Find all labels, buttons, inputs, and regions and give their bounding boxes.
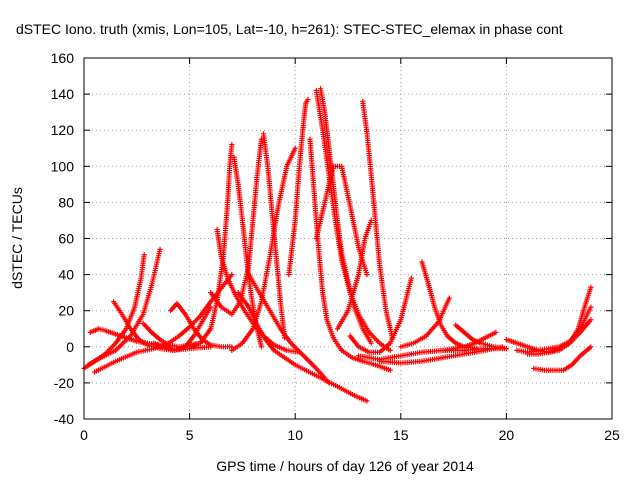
data-point [408,275,414,281]
y-tick-label: 120 [51,122,75,138]
series-8 [187,142,235,350]
y-axis-label: dSTEC / TECUs [9,187,25,289]
series-7 [151,304,214,354]
series-33 [377,344,505,366]
series-29 [503,284,594,355]
data-point [368,340,374,346]
series-15 [246,272,332,386]
y-tick-label: 60 [58,231,74,247]
chart-title: dSTEC Iono. truth (xmis, Lon=105, Lat=-1… [16,21,563,37]
data-point [387,367,393,373]
data-point [305,96,311,103]
series-12 [260,131,288,341]
data-point [229,272,235,278]
series-31 [524,317,594,357]
y-tick-label: -40 [54,411,74,427]
data-point [368,217,374,224]
series-25 [398,295,452,350]
series-14 [235,290,370,404]
grid-lines [84,58,612,419]
series-11 [208,136,265,317]
data-point [258,136,265,142]
y-tick-label: 100 [51,158,75,174]
data-point [588,317,594,323]
data-point [292,145,298,151]
data-point [364,398,370,404]
data-point [446,295,452,301]
y-tick-label: 20 [58,303,74,319]
data-point [503,346,509,352]
tick-labels: 0 5 10 15 20 25 -40 -20 0 20 40 60 80 100 120 140 160 [51,50,620,443]
series-17 [307,136,393,373]
data-point [208,304,214,310]
series-20 [360,98,395,341]
x-axis-label: GPS time / hours of day 126 of year 2014 [216,458,474,474]
series-4 [91,272,235,375]
y-tick-label: 0 [66,339,74,355]
x-tick-label: 5 [186,427,194,443]
plot-frame [83,57,613,420]
data-point [258,344,265,350]
y-tick-label: 40 [58,267,74,283]
x-tick-label: 20 [499,427,515,443]
data-marks [81,86,594,404]
y-tick-label: 160 [51,50,75,66]
data-point [157,246,163,252]
data-point [387,347,393,354]
data-point [141,252,147,258]
series-6 [167,300,235,350]
series-9 [231,154,265,350]
data-point [588,304,594,310]
series-16 [286,96,311,278]
data-point [364,272,370,278]
y-tick-label: 140 [51,86,75,102]
data-point [588,344,594,350]
y-tick-label: 80 [58,194,74,210]
series-23 [347,275,414,355]
y-tick-label: -20 [54,375,74,391]
data-point [326,380,332,386]
series-22 [334,217,374,332]
series-3 [87,326,161,348]
series-32 [531,344,594,373]
x-tick-label: 15 [393,427,409,443]
data-point [229,142,235,148]
data-point [499,344,505,350]
x-tick-label: 10 [287,427,303,443]
x-tick-label: 25 [604,427,620,443]
x-tick-label: 0 [80,427,88,443]
series-21 [313,163,370,278]
data-point [588,284,594,290]
data-point [493,329,499,335]
series-13 [229,145,298,354]
